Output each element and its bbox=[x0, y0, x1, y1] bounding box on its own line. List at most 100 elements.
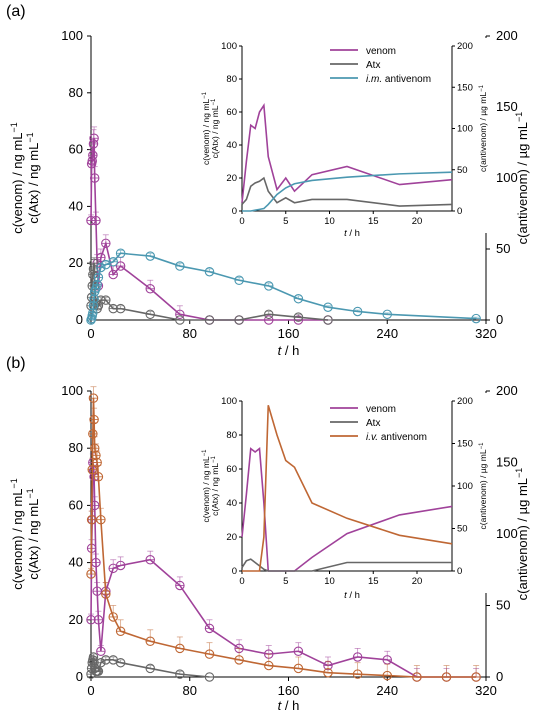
inset-y-axis-label-right-exp: −1 bbox=[479, 84, 485, 92]
y-axis-label-left-text: c(venom) / ng mL bbox=[10, 133, 25, 234]
y-axis-label-left-text: c(Atx) / ng mL bbox=[26, 499, 41, 580]
x-tick-label: 160 bbox=[278, 683, 300, 698]
y-tick-label-left: 80 bbox=[69, 85, 83, 100]
inset-y-axis-label-right-text: c(antivenom) / µg mL bbox=[478, 92, 488, 172]
inset-y-axis-label-right: c(antivenom) / µg mL−1 bbox=[478, 442, 488, 530]
inset-x-tick-label: 10 bbox=[324, 216, 335, 227]
legend-label-rest: antivenom bbox=[378, 432, 427, 443]
y-tick-label-right: 0 bbox=[496, 669, 503, 684]
y-tick-label-left: 20 bbox=[69, 255, 83, 270]
inset-y-tick-label-right: 0 bbox=[457, 206, 462, 217]
x-tick-label: 0 bbox=[87, 326, 94, 341]
inset-x-tick-label: 20 bbox=[412, 576, 423, 587]
inset-x-axis-label-var: t bbox=[344, 590, 347, 601]
inset-y-axis-label-left: c(venom) / ng mL−1 bbox=[201, 91, 211, 165]
inset-y-axis-label-left: c(venom) / ng mL−1 bbox=[201, 449, 211, 523]
inset-y-axis-label-left-exp: −1 bbox=[202, 91, 208, 99]
y-tick-label-left: 0 bbox=[76, 312, 83, 327]
inset-x-axis-label-unit: / h bbox=[347, 590, 360, 601]
inset-y-tick-label-left: 0 bbox=[232, 566, 237, 577]
inset-y-tick-label-left: 20 bbox=[226, 532, 237, 543]
y-tick-label-right: 150 bbox=[496, 455, 518, 470]
y-axis-label-left: c(venom) / ng mL−1 bbox=[9, 122, 25, 233]
y-axis-label-left-exp: −1 bbox=[9, 122, 19, 132]
x-tick-label: 80 bbox=[183, 326, 197, 341]
y-axis-label-left-exp: −1 bbox=[9, 478, 19, 488]
inset-y-tick-label-right: 100 bbox=[457, 124, 473, 135]
y-axis-label-right: c(antivenom) / µg mL−1 bbox=[514, 112, 530, 245]
y-tick-label-left: 80 bbox=[69, 440, 83, 455]
series-line-iv_antivenom bbox=[90, 398, 477, 678]
inset-chart: 0 20 40 60 80 100 0 50 100 150 200 0 5 10 15 20 c(venom)… bbox=[201, 38, 492, 239]
y-tick-label-right: 100 bbox=[496, 526, 518, 541]
inset-series-line-venom bbox=[241, 103, 453, 203]
inset-x-tick-label: 0 bbox=[239, 216, 244, 227]
inset-x-tick-label: 15 bbox=[368, 576, 379, 587]
inset-x-axis-label: t / h bbox=[344, 590, 360, 601]
y-tick-label-left: 100 bbox=[61, 28, 83, 43]
inset-y-tick-label-right: 100 bbox=[457, 481, 473, 492]
inset-y-axis-label-left-exp: −1 bbox=[211, 455, 217, 463]
x-axis-label-var: t bbox=[278, 343, 283, 358]
y-axis-label-right: c(antivenom) / µg mL−1 bbox=[514, 468, 530, 601]
legend-label-italic: i.m. bbox=[366, 74, 382, 85]
inset-x-tick-label: 20 bbox=[412, 216, 423, 227]
inset-y-axis-label-left: c(Atx) / ng mL−1 bbox=[210, 98, 220, 158]
y-axis-label-left: c(venom) / ng mL−1 bbox=[9, 478, 25, 589]
y-axis-label-right-exp: −1 bbox=[514, 112, 524, 122]
legend-label: Atx bbox=[366, 60, 380, 71]
inset-x-axis-label-var: t bbox=[344, 228, 347, 239]
inset-y-axis-label-left-text: c(Atx) / ng mL bbox=[210, 105, 220, 158]
y-tick-label-left: 100 bbox=[61, 383, 83, 398]
inset-y-axis-label-left-exp: −1 bbox=[202, 449, 208, 457]
y-tick-label-right: 200 bbox=[496, 28, 518, 43]
inset-x-axis-label-unit: / h bbox=[347, 228, 360, 239]
x-axis-label-unit: / h bbox=[281, 698, 299, 713]
inset-background bbox=[212, 393, 492, 593]
x-tick-label: 240 bbox=[376, 326, 398, 341]
y-tick-label-right: 50 bbox=[496, 598, 510, 613]
y-axis-label-left: c(Atx) / ng mL−1 bbox=[25, 132, 41, 223]
x-tick-label: 320 bbox=[475, 326, 497, 341]
inset-y-axis-label-right-text: c(antivenom) / µg mL bbox=[478, 449, 488, 529]
y-tick-label-right: 0 bbox=[496, 312, 503, 327]
y-tick-label-left: 0 bbox=[76, 669, 83, 684]
y-axis-label-left-text: c(Atx) / ng mL bbox=[26, 143, 41, 224]
inset-y-tick-label-right: 0 bbox=[457, 566, 462, 577]
inset-x-tick-label: 10 bbox=[324, 576, 335, 587]
legend-label: i.v. antivenom bbox=[366, 432, 427, 443]
y-tick-label-right: 200 bbox=[496, 383, 518, 398]
x-axis-label-unit: / h bbox=[281, 343, 299, 358]
legend-label-italic: i.v. bbox=[366, 432, 378, 443]
x-tick-label: 320 bbox=[475, 683, 497, 698]
inset-y-tick-label-left: 0 bbox=[232, 206, 237, 217]
legend-label: Atx bbox=[366, 418, 380, 429]
inset-y-tick-label-right: 150 bbox=[457, 82, 473, 93]
inset-x-tick-label: 5 bbox=[283, 216, 288, 227]
inset-y-axis-label-right-exp: −1 bbox=[479, 442, 485, 450]
inset-x-tick-label: 15 bbox=[368, 216, 379, 227]
inset-y-axis-label-left-text: c(Atx) / ng mL bbox=[210, 463, 220, 516]
y-axis-label-left-exp: −1 bbox=[25, 488, 35, 498]
x-tick-label: 160 bbox=[278, 326, 300, 341]
panel-a-label: (a) bbox=[6, 3, 26, 20]
inset-y-tick-label-right: 200 bbox=[457, 396, 473, 407]
inset-series-line-iv_antivenom bbox=[242, 405, 453, 572]
x-tick-label: 240 bbox=[376, 683, 398, 698]
y-tick-label-right: 150 bbox=[496, 99, 518, 114]
inset-series-line-atx bbox=[241, 176, 453, 207]
legend-label: venom bbox=[366, 404, 396, 415]
y-tick-label-left: 40 bbox=[69, 555, 83, 570]
inset-y-axis-label-left-text: c(venom) / ng mL bbox=[201, 99, 211, 165]
inset-y-tick-label-left: 100 bbox=[221, 41, 237, 52]
x-axis-label: t / h bbox=[278, 698, 300, 713]
inset-y-axis-label-left-text: c(venom) / ng mL bbox=[201, 456, 211, 522]
y-tick-label-left: 60 bbox=[69, 142, 83, 157]
y-axis-label-left: c(Atx) / ng mL−1 bbox=[25, 488, 41, 579]
inset-y-tick-label-left: 40 bbox=[226, 140, 237, 151]
inset-y-tick-label-right: 150 bbox=[457, 439, 473, 450]
